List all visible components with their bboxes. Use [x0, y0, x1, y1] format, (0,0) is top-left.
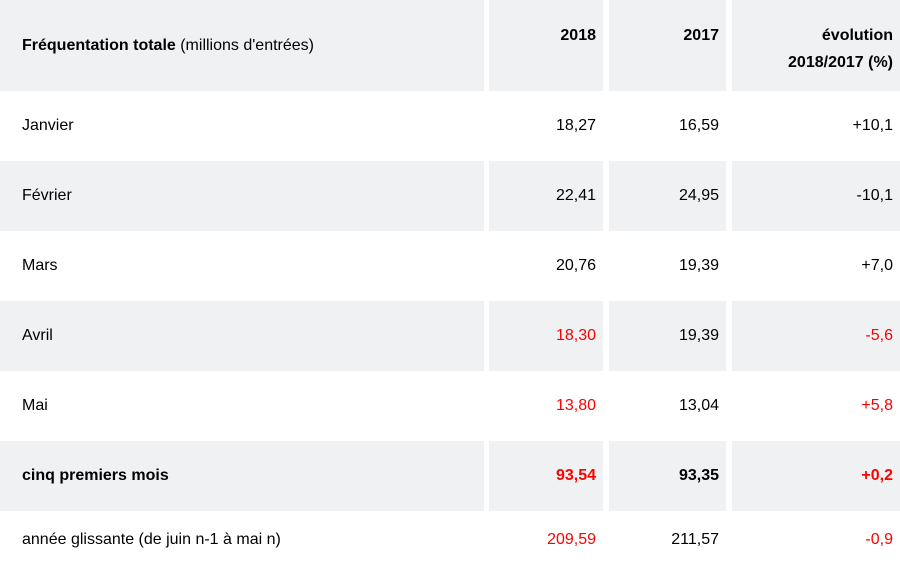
value-2018: 22,41 — [489, 161, 603, 231]
value-evolution: +10,1 — [852, 117, 893, 134]
table-title: Fréquentation totale (millions d'entrées… — [22, 36, 314, 56]
month-label: Janvier — [22, 117, 74, 134]
header-2018-cell: 2018 — [489, 0, 603, 91]
value-evolution: +5,8 — [861, 397, 893, 414]
value-evolution: +7,0 — [861, 257, 893, 274]
column-header-2018: 2018 — [560, 27, 596, 44]
header-2017-cell: 2017 — [609, 0, 726, 91]
column-header-evolution-line2: 2018/2017 (%) — [788, 54, 893, 71]
value-2018: 13,80 — [555, 397, 596, 414]
month-label: Mars — [22, 257, 58, 274]
table-row-avril: Avril 18,30 19,39 -5,6 — [0, 301, 900, 371]
column-header-evolution-line1: évolution — [821, 27, 893, 44]
value-2018: 209,59 — [547, 531, 596, 548]
value-2017: 19,39 — [678, 257, 719, 274]
totals-label: cinq premiers mois — [0, 441, 484, 511]
table-header-row: Fréquentation totale (millions d'entrées… — [0, 0, 900, 91]
value-2018: 20,76 — [555, 257, 596, 274]
value-2017: 211,57 — [671, 531, 719, 548]
value-2017: 24,95 — [609, 161, 726, 231]
month-label: Février — [0, 161, 484, 231]
value-2017: 19,39 — [609, 301, 726, 371]
table-title-unit: (millions d'entrées) — [175, 36, 314, 54]
month-label: Avril — [0, 301, 484, 371]
value-evolution: +0,2 — [732, 441, 900, 511]
value-2017: 93,35 — [609, 441, 726, 511]
rolling-year-label: année glissante (de juin n-1 à mai n) — [22, 531, 281, 548]
header-title-cell: Fréquentation totale (millions d'entrées… — [0, 0, 484, 91]
table-row-janvier: Janvier 18,27 16,59 +10,1 — [0, 91, 900, 161]
value-evolution: -0,9 — [865, 531, 893, 548]
table-row-fevrier: Février 22,41 24,95 -10,1 — [0, 161, 900, 231]
column-header-2017: 2017 — [683, 27, 719, 44]
table-row-annee-glissante: année glissante (de juin n-1 à mai n) 20… — [0, 511, 900, 569]
value-2018: 18,30 — [489, 301, 603, 371]
value-2017: 16,59 — [678, 117, 719, 134]
value-evolution: -10,1 — [732, 161, 900, 231]
header-evolution-cell: évolution 2018/2017 (%) — [732, 0, 900, 91]
month-label: Mai — [22, 397, 48, 414]
value-2017: 13,04 — [678, 397, 719, 414]
column-header-evolution: évolution 2018/2017 (%) — [788, 22, 893, 76]
value-evolution: -5,6 — [732, 301, 900, 371]
table-title-bold: Fréquentation totale — [22, 36, 176, 54]
table-row-cinq-premiers-mois: cinq premiers mois 93,54 93,35 +0,2 — [0, 441, 900, 511]
value-2018: 93,54 — [489, 441, 603, 511]
table-row-mars: Mars 20,76 19,39 +7,0 — [0, 231, 900, 301]
table-row-mai: Mai 13,80 13,04 +5,8 — [0, 371, 900, 441]
value-2018: 18,27 — [555, 117, 596, 134]
